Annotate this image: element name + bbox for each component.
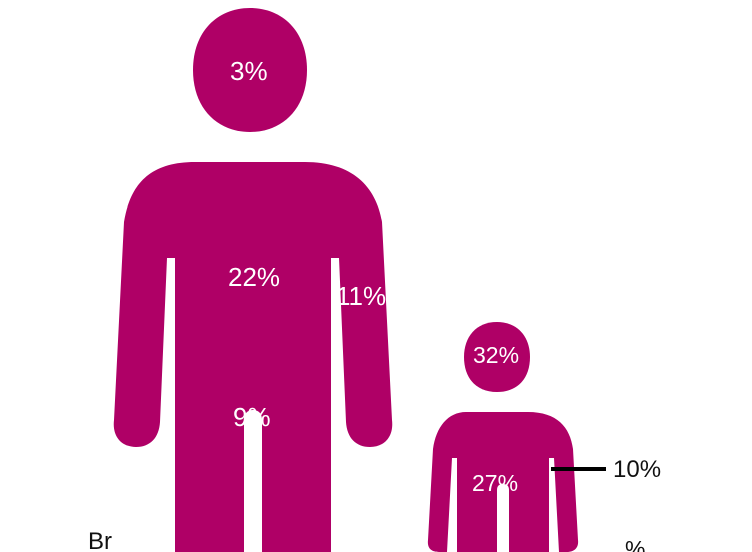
figure-small	[427, 322, 579, 552]
figure-large-body	[113, 162, 393, 552]
figure-small-body	[427, 412, 579, 552]
figure-large-head	[193, 8, 307, 132]
caption-bottom-left: Br	[88, 528, 112, 552]
figure-large	[113, 8, 393, 552]
figure-small-head	[464, 322, 530, 392]
